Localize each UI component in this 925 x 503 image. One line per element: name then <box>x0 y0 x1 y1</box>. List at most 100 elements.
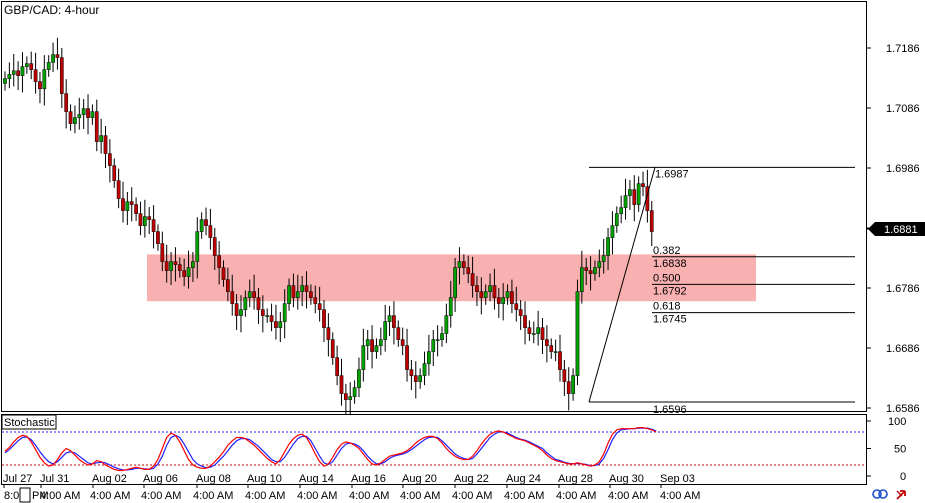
bear-candle <box>112 165 117 181</box>
bear-candle <box>33 69 38 82</box>
bear-candle <box>151 219 156 232</box>
time-label-hour: 4:00 AM <box>40 490 80 502</box>
fib-low-label: 1.6596 <box>653 404 687 416</box>
bull-candle <box>11 70 16 75</box>
bear-candle <box>16 70 20 76</box>
bear-candle <box>470 273 475 286</box>
bull-candle <box>169 261 173 271</box>
time-label-hour: 4:00 AM <box>297 490 337 502</box>
bull-candle <box>374 345 379 352</box>
bear-candle <box>55 54 60 58</box>
bull-candle <box>99 135 103 142</box>
bear-candle <box>588 270 593 274</box>
bull-candle <box>431 339 436 352</box>
bull-candle <box>531 333 536 335</box>
bear-candle <box>339 375 344 394</box>
bear-candle <box>466 267 471 274</box>
close-arrow-icon[interactable] <box>896 490 906 500</box>
bear-candle <box>212 237 217 256</box>
bull-candle <box>243 297 248 310</box>
bear-candle <box>221 267 226 280</box>
bear-candle <box>177 264 182 271</box>
bull-candle <box>444 315 449 334</box>
fib-high-label: 1.6987 <box>655 168 689 180</box>
bear-candle <box>217 255 221 268</box>
time-label-date: Sep 03 <box>660 473 695 485</box>
price-tick-label: 1.6986 <box>886 163 920 175</box>
bear-candle <box>584 267 589 271</box>
fib-price-label: 1.6792 <box>653 285 687 297</box>
bear-candle <box>518 309 523 316</box>
fib-ratio-label: 0.500 <box>653 272 681 284</box>
bear-candle <box>496 297 501 304</box>
bear-candle <box>230 291 235 304</box>
time-label-hour: 4:00 AM <box>245 490 285 502</box>
bull-candle <box>628 189 632 196</box>
price-tick-label: 1.6586 <box>886 403 920 415</box>
bear-candle <box>566 381 571 394</box>
bull-candle <box>610 225 615 238</box>
bull-candle <box>199 219 204 232</box>
bear-candle <box>370 339 374 352</box>
bull-candle <box>378 339 383 346</box>
bull-candle <box>383 321 388 340</box>
link-icon[interactable] <box>872 489 888 499</box>
time-label-date: Aug 28 <box>558 473 593 485</box>
fib-trendline <box>588 167 656 403</box>
fib-ratio-label: 0.382 <box>653 245 681 257</box>
time-label-hour: 8:0 <box>4 490 19 502</box>
bull-candle <box>348 396 353 400</box>
stochastic-title-box <box>1 414 57 430</box>
bear-candle <box>632 189 637 205</box>
bear-candle <box>226 279 230 292</box>
bear-candle <box>479 291 484 298</box>
bull-candle <box>142 216 147 226</box>
bull-candle <box>606 237 610 256</box>
bull-candle <box>636 183 641 205</box>
time-label-hour: 4:00 AM <box>660 490 700 502</box>
price-tick-label: 1.6786 <box>886 283 920 295</box>
bear-candle <box>396 327 401 340</box>
time-label-hour: 4:00 AM <box>452 490 492 502</box>
bear-candle <box>38 81 42 90</box>
current-price-label: 1.6881 <box>884 224 918 236</box>
bull-candle <box>623 195 628 208</box>
bull-candle <box>51 54 55 63</box>
fib-ratio-label: 0.618 <box>653 301 681 313</box>
time-label-hour: 4:00 AM <box>400 490 440 502</box>
bear-candle <box>64 93 69 112</box>
time-label-hour: 4:00 AM <box>556 490 596 502</box>
bear-candle <box>313 297 318 304</box>
bull-candle <box>365 339 370 346</box>
bear-candle <box>29 63 34 70</box>
fib-price-label: 1.6838 <box>653 258 687 270</box>
bear-candle <box>413 375 418 382</box>
bear-candle <box>116 180 121 199</box>
time-label-date: Aug 08 <box>196 473 231 485</box>
bull-candle <box>300 285 305 292</box>
bear-candle <box>260 309 265 316</box>
time-label-hour: PM <box>32 490 49 502</box>
time-axis: Jul 27 Jul 31 Aug 02 Aug 06 Aug 08 Aug 10 Aug … <box>3 473 700 503</box>
bull-candle <box>553 351 558 353</box>
bull-candle <box>619 207 624 214</box>
bull-candle <box>457 261 462 268</box>
bear-candle <box>59 57 64 94</box>
bull-candle <box>282 303 287 322</box>
bull-candle <box>418 375 422 382</box>
bull-candle <box>191 261 195 268</box>
current-price-marker: 1.6881 <box>866 222 925 236</box>
bull-candle <box>357 369 361 388</box>
stochastic-tick-label: 0 <box>900 471 906 483</box>
bull-candle <box>579 267 584 292</box>
time-label-hour: 4:00 AM <box>90 490 130 502</box>
bear-candle <box>309 291 313 298</box>
bear-candle <box>173 261 178 265</box>
bear-candle <box>256 297 261 310</box>
bear-candle <box>527 327 532 334</box>
time-label-date: Aug 16 <box>351 473 386 485</box>
bull-candle <box>440 333 444 340</box>
time-label-date: Jul 31 <box>40 473 69 485</box>
